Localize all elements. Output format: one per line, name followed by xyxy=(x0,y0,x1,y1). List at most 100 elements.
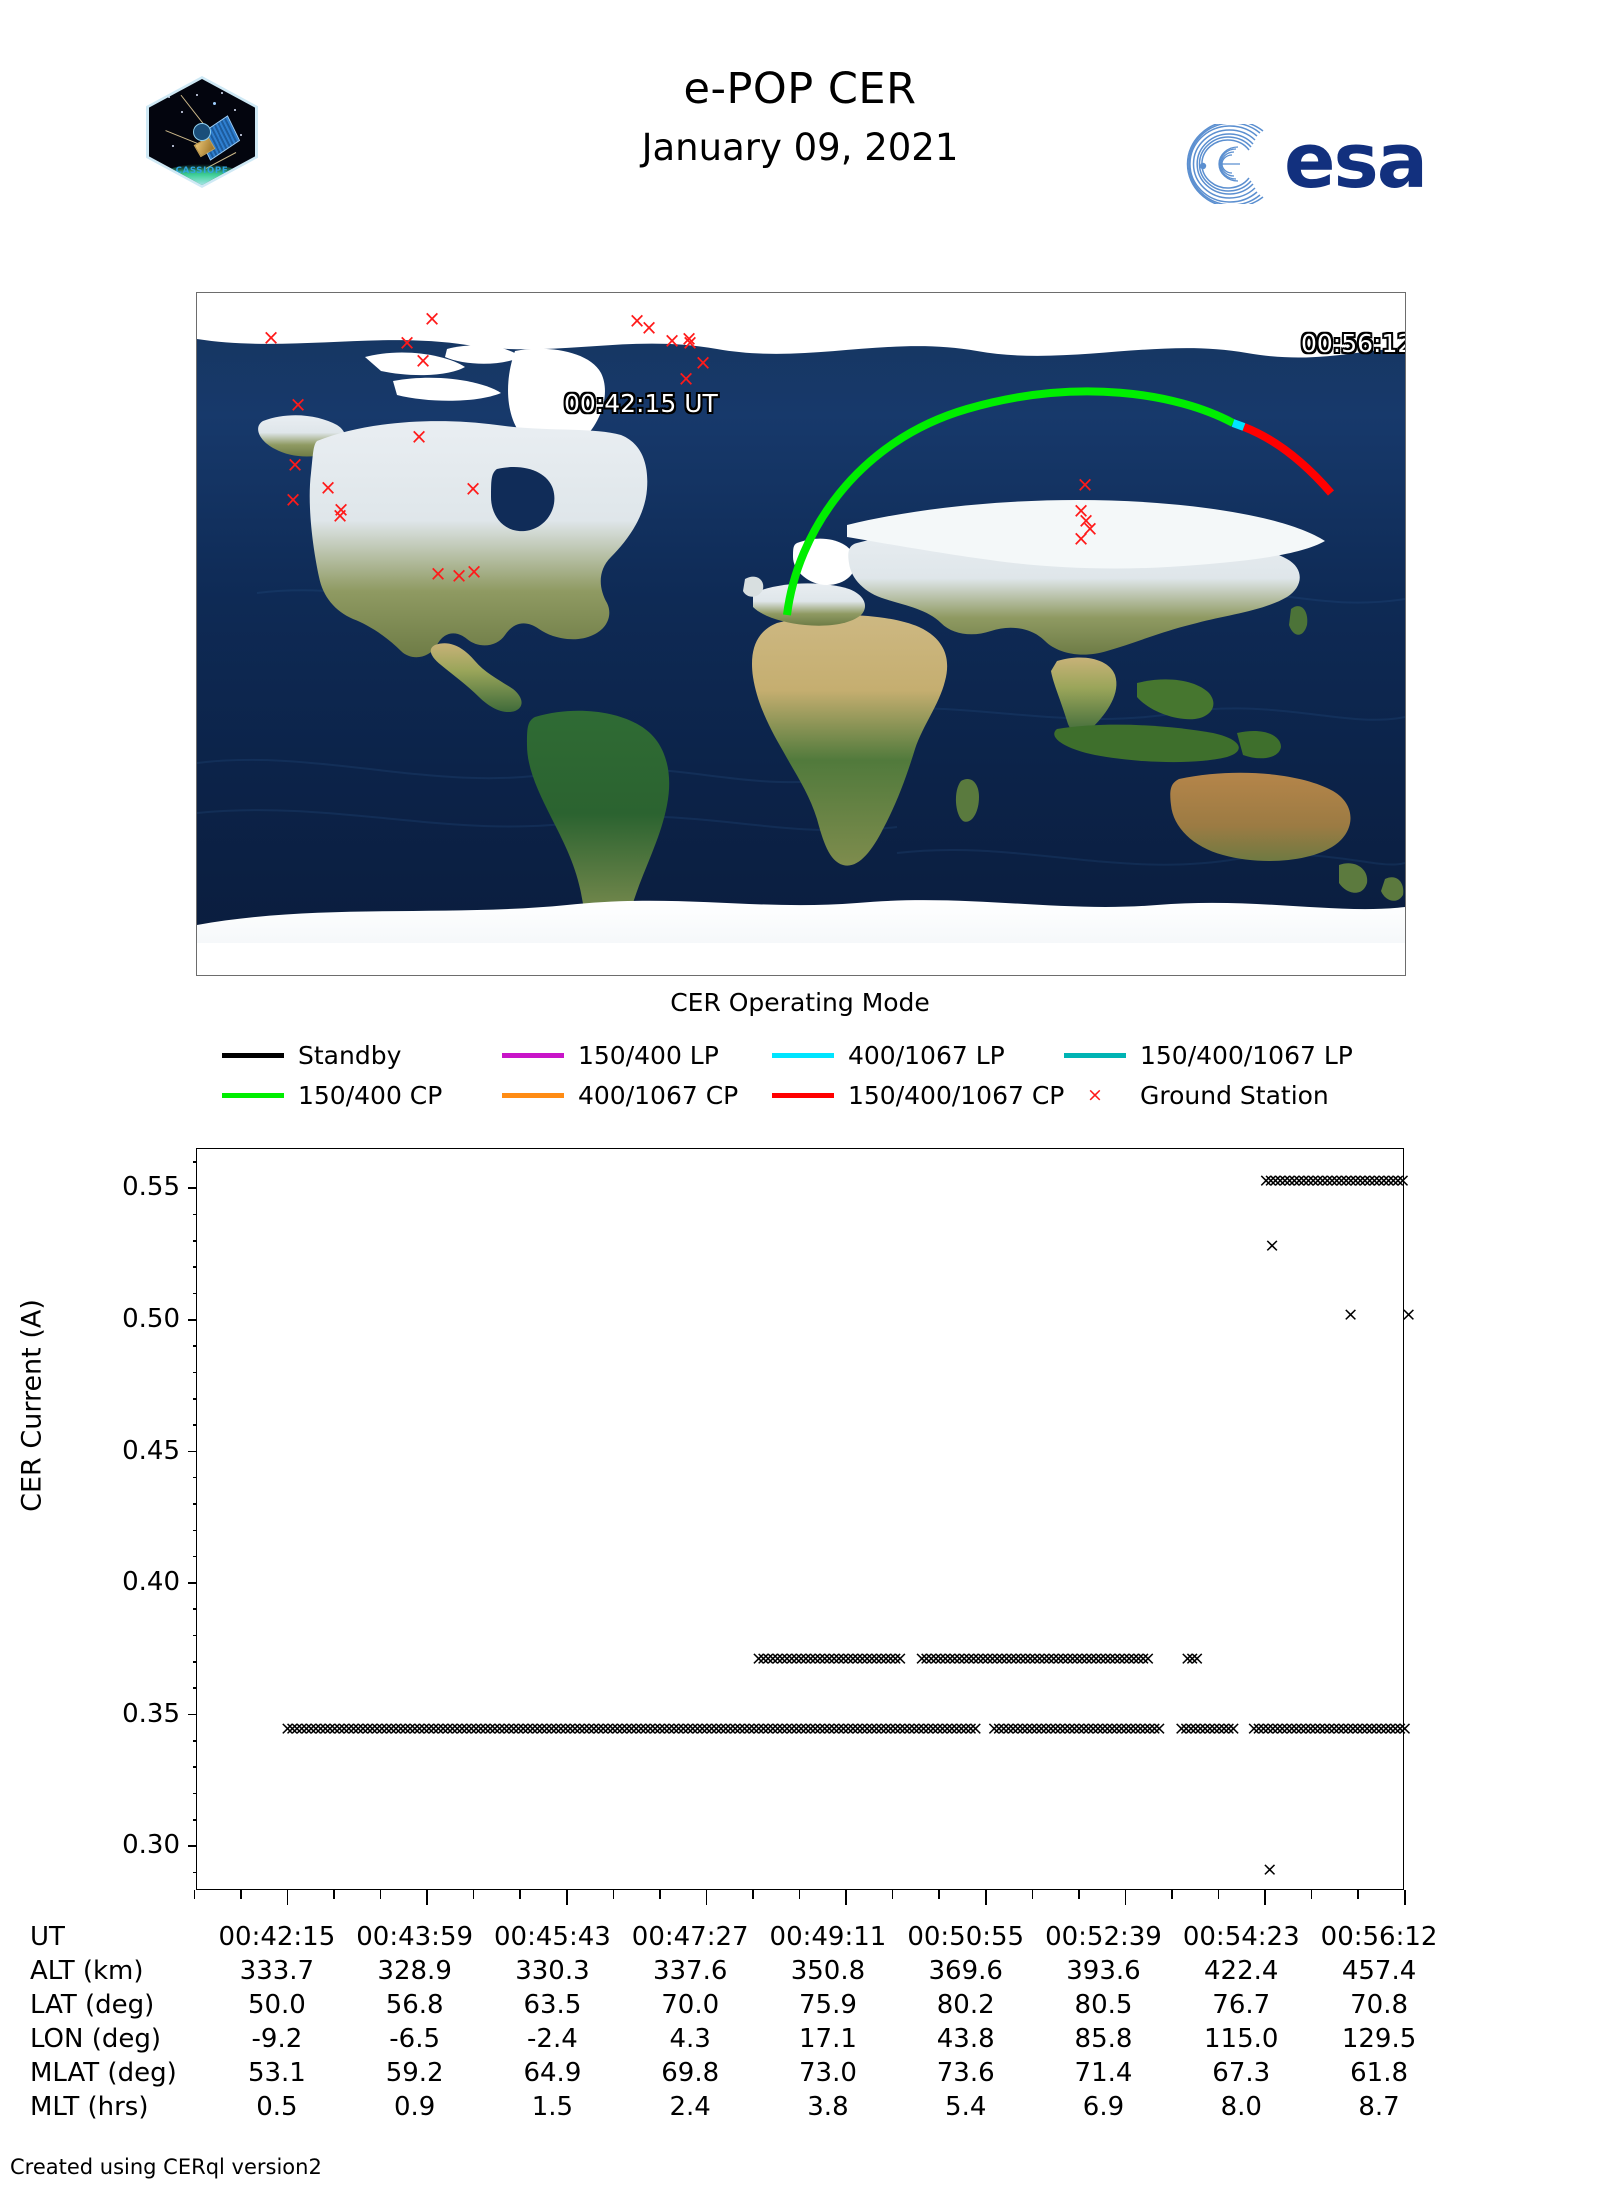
scatter-point-marker: × xyxy=(642,1717,659,1740)
scatter-point-marker: × xyxy=(1260,1717,1277,1740)
scatter-point-marker: × xyxy=(1288,1717,1305,1740)
scatter-point-marker: × xyxy=(1261,1858,1278,1881)
legend-label: 150/400/1067 LP xyxy=(1140,1040,1353,1070)
scatter-point-marker: × xyxy=(698,1717,715,1740)
scatter-point-marker: × xyxy=(1373,1717,1390,1740)
ground-station-marker: × xyxy=(1072,526,1090,551)
scatter-point-marker: × xyxy=(755,1647,772,1670)
scatter-point-marker: × xyxy=(581,1717,598,1740)
scatter-point-marker: × xyxy=(1267,1169,1284,1192)
scatter-point-marker: × xyxy=(764,1717,781,1740)
scatter-point-marker: × xyxy=(1319,1169,1336,1192)
scatter-point-marker: × xyxy=(849,1717,866,1740)
scatter-point-marker: × xyxy=(859,1647,876,1670)
scatter-point-marker: × xyxy=(1047,1717,1064,1740)
scatter-point-marker: × xyxy=(1026,1647,1043,1670)
scatter-point-marker: × xyxy=(995,1717,1012,1740)
scatter-point-marker: × xyxy=(877,1717,894,1740)
table-cell: 70.8 xyxy=(1350,1990,1408,2020)
ground-station-marker: × xyxy=(319,475,337,500)
scatter-point-marker: × xyxy=(942,1647,959,1670)
y-axis-tick-mark xyxy=(188,1450,200,1453)
ground-station-marker: × xyxy=(423,306,441,331)
scatter-point-marker: × xyxy=(797,1647,814,1670)
scatter-point-marker: × xyxy=(1005,1717,1022,1740)
scatter-point-marker: × xyxy=(918,1647,935,1670)
legend-item-ground-station: × Ground Station xyxy=(1064,1078,1329,1112)
scatter-point-marker: × xyxy=(951,1647,968,1670)
scatter-point-marker: × xyxy=(1264,1234,1281,1257)
legend-swatch-standby xyxy=(222,1052,284,1058)
scatter-point-marker: × xyxy=(811,1647,828,1670)
table-cell: -6.5 xyxy=(389,2024,441,2054)
scatter-point-marker: × xyxy=(468,1717,485,1740)
scatter-point-marker: × xyxy=(1347,1169,1364,1192)
scatter-point-marker: × xyxy=(1349,1717,1366,1740)
scatter-point-marker: × xyxy=(939,1717,956,1740)
x-axis-minor-tick xyxy=(1078,1890,1080,1899)
scatter-point-marker: × xyxy=(1225,1717,1242,1740)
scatter-point-marker: × xyxy=(576,1717,593,1740)
scatter-point-marker: × xyxy=(392,1717,409,1740)
table-cell: 69.8 xyxy=(661,2058,720,2088)
scatter-point-marker: × xyxy=(336,1717,353,1740)
scatter-point-marker: × xyxy=(1094,1717,1111,1740)
table-row-label: UT xyxy=(30,1922,65,1952)
x-axis-minor-tick xyxy=(333,1890,335,1899)
table-cell: 50.0 xyxy=(247,1990,306,2020)
scatter-point-marker: × xyxy=(943,1717,960,1740)
table-cell: -9.2 xyxy=(251,2024,303,2054)
scatter-point-marker: × xyxy=(420,1717,437,1740)
table-cell: 00:42:15 xyxy=(218,1922,336,1952)
legend-swatch-400-1067-lp xyxy=(772,1052,834,1058)
scatter-point-marker: × xyxy=(430,1717,447,1740)
scatter-point-marker: × xyxy=(1184,1647,1201,1670)
legend-item-150-400-1067-cp: 150/400/1067 CP xyxy=(772,1078,1064,1112)
legend-label: Ground Station xyxy=(1140,1080,1329,1110)
scatter-point-marker: × xyxy=(1151,1717,1168,1740)
scatter-point-marker: × xyxy=(1182,1717,1199,1740)
scatter-point-marker: × xyxy=(910,1717,927,1740)
scatter-point-marker: × xyxy=(882,1647,899,1670)
scatter-point-marker: × xyxy=(1089,1717,1106,1740)
track-start-time-label: 00:42:15 UT xyxy=(564,389,718,418)
ground-station-marker: × xyxy=(677,366,695,391)
table-cell: 80.5 xyxy=(1074,1990,1133,2020)
scatter-point-marker: × xyxy=(472,1717,489,1740)
scatter-point-marker: × xyxy=(303,1717,320,1740)
scatter-point-marker: × xyxy=(774,1647,791,1670)
y-axis-tick-mark xyxy=(188,1582,200,1584)
x-axis-minor-tick xyxy=(612,1890,615,1899)
scatter-point-marker: × xyxy=(387,1717,404,1740)
scatter-point-marker: × xyxy=(534,1717,550,1740)
table-cell: 43.8 xyxy=(936,2024,995,2054)
table-cell: 76.7 xyxy=(1212,1990,1271,2020)
x-axis-tick-mark xyxy=(1264,1890,1266,1905)
scatter-point-marker: × xyxy=(986,1717,1003,1740)
x-axis-tick-mark xyxy=(984,1890,987,1905)
y-axis-tick-mark xyxy=(188,1713,200,1716)
scatter-point-marker: × xyxy=(887,1717,904,1740)
cassiope-logo-text: CASSIOPE xyxy=(175,166,229,176)
scatter-point-marker: × xyxy=(998,1647,1015,1670)
scatter-point-marker: × xyxy=(1385,1169,1402,1192)
footer-credit: Created using CERql version2 xyxy=(10,2155,322,2179)
scatter-point-marker: × xyxy=(326,1717,343,1740)
scatter-point-marker: × xyxy=(840,1647,857,1670)
scatter-point-marker: × xyxy=(373,1717,390,1740)
scatter-point-marker: × xyxy=(651,1717,668,1740)
legend-item-150-400-cp: 150/400 CP xyxy=(222,1078,442,1112)
scatter-point-marker: × xyxy=(788,1717,805,1740)
scatter-point-marker: × xyxy=(529,1717,546,1740)
ground-station-marker: × xyxy=(332,497,350,522)
ground-station-marker: × xyxy=(628,308,646,333)
scatter-point-marker: × xyxy=(793,1647,810,1670)
table-cell: 64.9 xyxy=(523,2058,582,2088)
scatter-point-marker: × xyxy=(557,1717,574,1740)
table-cell: 457.4 xyxy=(1341,1956,1417,1986)
scatter-point-marker: × xyxy=(623,1717,640,1740)
scatter-point-marker: × xyxy=(769,1647,786,1670)
scatter-point-marker: × xyxy=(1363,1717,1380,1740)
scatter-point-marker: × xyxy=(284,1717,301,1740)
legend-label: Standby xyxy=(298,1040,402,1070)
